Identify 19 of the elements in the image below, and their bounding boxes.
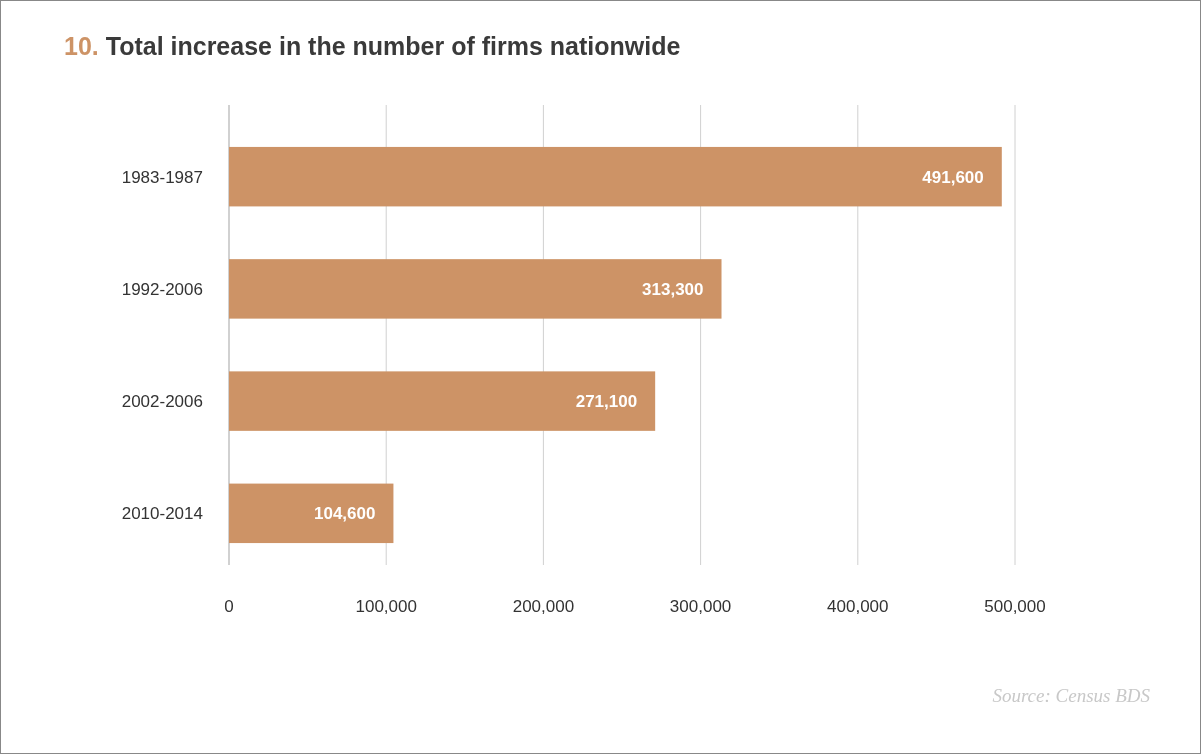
bar bbox=[229, 146, 1002, 207]
bar bbox=[229, 371, 656, 431]
data-label: 491,600 bbox=[922, 167, 984, 187]
x-tick-label: 200,000 bbox=[512, 597, 575, 616]
x-tick-label: 100,000 bbox=[355, 597, 417, 616]
x-tick-label: 300,000 bbox=[669, 597, 732, 616]
data-label: 313,300 bbox=[642, 279, 704, 299]
y-tick-label: 1983-1987 bbox=[121, 167, 203, 187]
data-label: 271,100 bbox=[575, 392, 638, 412]
chart-title: 10. Total increase in the number of firms nationwide bbox=[64, 32, 681, 60]
x-tick-label: 400,000 bbox=[827, 597, 889, 616]
x-tick-label: 0 bbox=[224, 597, 234, 616]
bar bbox=[229, 483, 394, 544]
data-label: 104,600 bbox=[313, 504, 376, 524]
y-tick-label: 1992-2006 bbox=[121, 279, 203, 299]
bar bbox=[229, 259, 722, 319]
y-tick-label: 2002-2006 bbox=[121, 392, 203, 412]
x-tick-label: 500,000 bbox=[984, 597, 1046, 616]
y-tick-label: 2010-2014 bbox=[121, 504, 203, 524]
